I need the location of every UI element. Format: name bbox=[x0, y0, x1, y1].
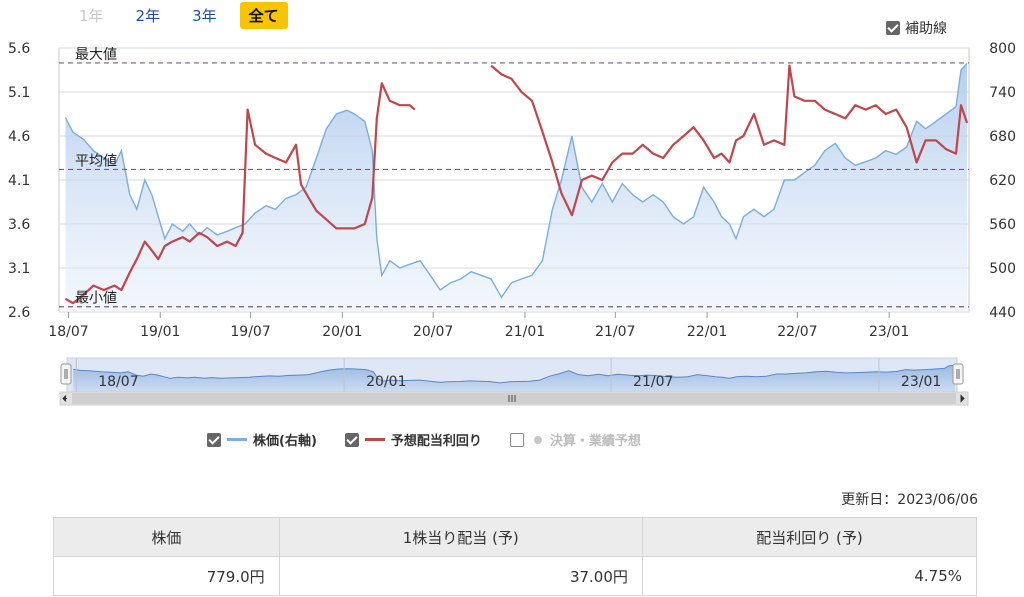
legend-earnings-dot bbox=[533, 435, 542, 444]
y-left-tick: 5.6 bbox=[8, 41, 30, 57]
value-price: 779.0円 bbox=[53, 556, 280, 596]
y-right-tick: 800 bbox=[989, 41, 1016, 57]
range-tab-all[interactable]: 全て bbox=[239, 2, 288, 29]
navigator-tick-label: 18/07 bbox=[98, 374, 138, 390]
x-tick-label: 23/01 bbox=[869, 324, 909, 340]
header-price: 株価 bbox=[53, 517, 280, 557]
x-tick-label: 20/07 bbox=[413, 324, 453, 340]
aux-lines-checkbox[interactable] bbox=[886, 21, 900, 35]
x-tick-label: 20/01 bbox=[322, 324, 362, 340]
y-right-tick: 680 bbox=[989, 129, 1016, 145]
header-yield: 配当利回り (予) bbox=[641, 517, 978, 557]
x-tick-label: 18/07 bbox=[48, 324, 88, 340]
y-left-tick: 5.1 bbox=[8, 85, 30, 101]
x-tick-label: 21/07 bbox=[595, 324, 635, 340]
y-right-tick: 620 bbox=[989, 173, 1016, 189]
legend-earnings-checkbox[interactable] bbox=[509, 432, 524, 447]
y-right-tick: 440 bbox=[989, 305, 1016, 321]
reference-line-label: 平均値 bbox=[75, 153, 117, 169]
reference-line-label: 最小値 bbox=[75, 291, 117, 307]
value-dividend: 37.00円 bbox=[278, 556, 643, 596]
reference-line-label: 最大値 bbox=[75, 47, 117, 63]
legend-item-yield[interactable]: 予想配当利回り bbox=[344, 430, 482, 449]
navigator-handle-right[interactable] bbox=[952, 363, 964, 385]
legend-item-price[interactable]: 株価(右軸) bbox=[207, 430, 317, 449]
y-right-tick: 560 bbox=[989, 217, 1016, 233]
y-right-tick: 500 bbox=[989, 261, 1016, 277]
summary-value-row: 779.0円 37.00円 4.75% bbox=[53, 556, 978, 596]
x-tick-label: 19/07 bbox=[230, 324, 270, 340]
yield-series-line bbox=[490, 64, 969, 217]
range-tab-1y: 1年 bbox=[79, 7, 104, 25]
navigator-tick-label: 21/07 bbox=[633, 374, 673, 390]
x-axis: 18/07 19/01 19/07 20/01 20/07 21/01 21/07 22/01… bbox=[48, 312, 909, 340]
right-axis: 800 740 680 620 560 500 440 bbox=[989, 41, 1016, 321]
navigator-handle-left[interactable] bbox=[60, 363, 72, 385]
y-left-tick: 3.6 bbox=[8, 217, 30, 233]
y-left-tick: 3.1 bbox=[8, 261, 30, 277]
x-tick-label: 21/01 bbox=[505, 324, 545, 340]
legend-yield-swatch bbox=[364, 438, 385, 441]
aux-lines-toggle[interactable]: 補助線 bbox=[886, 18, 947, 38]
scroll-left-icon[interactable] bbox=[62, 395, 67, 402]
legend-price-checkbox[interactable] bbox=[207, 432, 221, 447]
x-tick-label: 22/07 bbox=[777, 324, 817, 340]
y-left-tick: 4.6 bbox=[8, 129, 30, 145]
navigator-tick-label: 23/01 bbox=[901, 374, 941, 390]
y-right-tick: 740 bbox=[989, 85, 1016, 101]
left-axis: 5.6 5.1 4.6 4.1 3.6 3.1 2.6 bbox=[8, 41, 30, 321]
value-yield: 4.75% bbox=[641, 556, 978, 596]
legend-yield-checkbox[interactable] bbox=[344, 432, 359, 447]
range-navigator[interactable]: 18/07 20/01 21/07 23/01 bbox=[59, 357, 969, 406]
legend-earnings-label: 決算・業績予想 bbox=[549, 434, 641, 449]
header-dividend: 1株当り配当 (予) bbox=[278, 517, 643, 557]
legend-yield-label: 予想配当利回り bbox=[390, 434, 482, 449]
y-left-tick: 2.6 bbox=[8, 305, 30, 321]
legend: 株価(右軸) 予想配当利回り 決算・業績予想 bbox=[207, 430, 669, 449]
legend-item-earnings[interactable]: 決算・業績予想 bbox=[509, 430, 641, 449]
summary-table: 株価 1株当り配当 (予) 配当利回り (予) 779.0円 37.00円 4.… bbox=[53, 517, 978, 596]
price-series-line bbox=[64, 62, 968, 299]
dividend-yield-chart[interactable]: 5.6 5.1 4.6 4.1 3.6 3.1 2.6 800 740 680 620 560 500… bbox=[0, 0, 1024, 420]
aux-lines-label: 補助線 bbox=[905, 21, 947, 37]
yield-series-line bbox=[64, 82, 416, 305]
range-tab-2y[interactable]: 2年 bbox=[135, 7, 161, 25]
summary-header-row: 株価 1株当り配当 (予) 配当利回り (予) bbox=[53, 517, 978, 557]
range-tabs: 1年 2年 3年 全て bbox=[70, 2, 302, 29]
navigator-area bbox=[73, 365, 956, 392]
legend-price-label: 株価(右軸) bbox=[253, 434, 317, 449]
x-tick-label: 19/01 bbox=[140, 324, 180, 340]
updated-date: 更新日：2023/06/06 bbox=[841, 492, 978, 508]
scrollbar-thumb[interactable] bbox=[72, 393, 956, 404]
navigator-line bbox=[73, 364, 956, 384]
scroll-right-icon[interactable] bbox=[960, 394, 965, 403]
plot-area bbox=[64, 62, 969, 312]
price-area bbox=[65, 63, 967, 312]
legend-price-swatch bbox=[227, 438, 247, 441]
navigator-tick-label: 20/01 bbox=[366, 374, 406, 390]
x-tick-label: 22/01 bbox=[687, 324, 727, 340]
y-left-tick: 4.1 bbox=[8, 173, 30, 189]
range-tab-3y[interactable]: 3年 bbox=[192, 7, 217, 25]
